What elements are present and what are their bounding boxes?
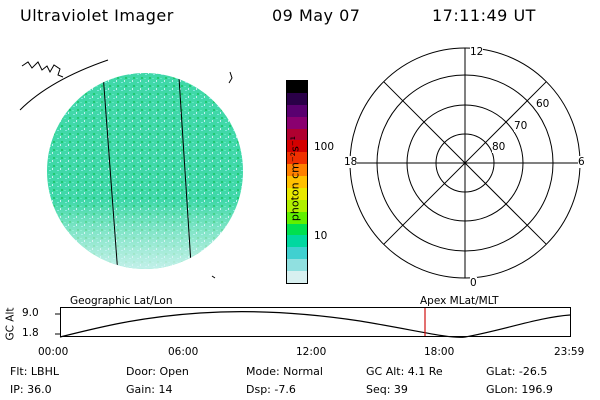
longitude-line xyxy=(101,73,119,269)
coastline xyxy=(228,71,233,84)
polar-grid-plot xyxy=(349,47,581,279)
track-y-axis-label: GC Alt xyxy=(4,307,17,341)
mlt-label-right: 6 xyxy=(578,156,585,168)
info-glon: GLon: 196.9 xyxy=(486,383,553,396)
altitude-track-plot xyxy=(55,307,571,338)
colorbar-segment xyxy=(287,92,307,105)
mlat-ring-label: 80 xyxy=(492,141,506,153)
colorbar-segment xyxy=(287,247,307,260)
colorbar-segment xyxy=(287,81,307,93)
altitude-curve xyxy=(59,311,571,338)
uv-image-panel xyxy=(19,59,243,279)
track-x-tick: 12:00 xyxy=(296,346,327,358)
colorbar-segment xyxy=(287,223,307,236)
info-filter: Flt: LBHL xyxy=(10,365,59,378)
mlt-label-left: 18 xyxy=(344,156,358,168)
track-x-tick: 23:59 xyxy=(554,346,585,358)
instrument-title: Ultraviolet Imager xyxy=(20,6,174,25)
colorbar-segment xyxy=(287,211,307,224)
colorbar-segment xyxy=(287,259,307,271)
info-ip: IP: 36.0 xyxy=(10,383,52,396)
colorbar-segment xyxy=(287,176,307,188)
observation-time: 17:11:49 UT xyxy=(432,6,536,25)
mlt-label-bottom: 0 xyxy=(470,277,477,289)
info-mode: Mode: Normal xyxy=(246,365,323,378)
track-x-tick: 18:00 xyxy=(424,346,455,358)
colorbar-segment xyxy=(287,116,307,129)
colorbar-segment xyxy=(287,164,307,176)
colorbar-segment xyxy=(287,140,307,153)
colorbar-segment xyxy=(287,235,307,248)
colorbar-tick-label: 10 xyxy=(314,230,328,242)
uv-disc-fade xyxy=(47,73,243,269)
colorbar xyxy=(286,80,308,284)
track-left-title: Geographic Lat/Lon xyxy=(70,295,173,307)
track-right-title: Apex MLat/MLT xyxy=(420,295,499,307)
info-gain: Gain: 14 xyxy=(126,383,173,396)
colorbar-segment xyxy=(287,199,307,212)
mlat-ring-label: 60 xyxy=(536,98,550,110)
longitude-line xyxy=(177,73,193,269)
colorbar-segment xyxy=(287,152,307,165)
mlt-label-top: 12 xyxy=(470,46,484,58)
track-x-tick: 00:00 xyxy=(38,346,69,358)
coastline xyxy=(21,61,64,78)
info-gc-alt: GC Alt: 4.1 Re xyxy=(366,365,443,378)
info-glat: GLat: -26.5 xyxy=(486,365,548,378)
info-dsp: Dsp: -7.6 xyxy=(246,383,296,396)
info-seq: Seq: 39 xyxy=(366,383,408,396)
colorbar-segment xyxy=(287,187,307,200)
coastline xyxy=(211,275,216,279)
colorbar-segment xyxy=(287,271,307,283)
info-door: Door: Open xyxy=(126,365,189,378)
track-y-tick: 9.0 xyxy=(22,307,39,319)
track-x-tick: 06:00 xyxy=(168,346,199,358)
observation-date: 09 May 07 xyxy=(272,6,361,25)
mlat-ring-label: 70 xyxy=(514,120,528,132)
colorbar-tick-label: 100 xyxy=(314,141,335,153)
colorbar-unit-label: photon cm⁻²s⁻¹ xyxy=(288,135,302,222)
colorbar-segment xyxy=(287,128,307,141)
track-y-tick: 1.8 xyxy=(22,327,39,339)
coastline-arc xyxy=(19,59,109,111)
polar-diagonal xyxy=(383,81,547,245)
colorbar-segment xyxy=(287,104,307,117)
